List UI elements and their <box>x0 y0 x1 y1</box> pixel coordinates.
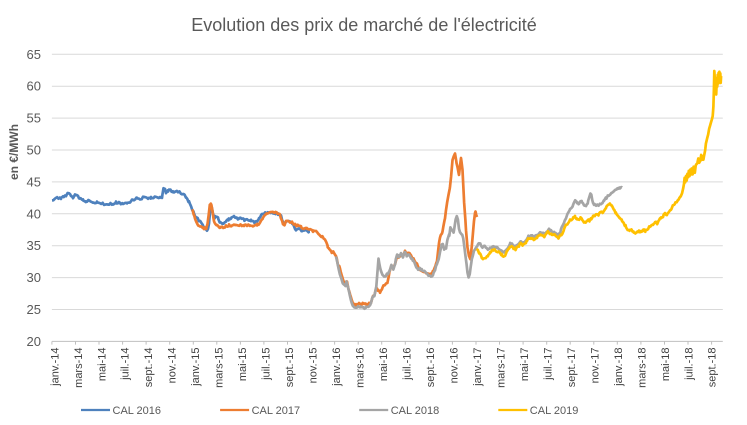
svg-text:40: 40 <box>27 206 41 221</box>
svg-text:CAL 2016: CAL 2016 <box>113 405 162 417</box>
svg-text:Evolution des prix de marché d: Evolution des prix de marché de l'électr… <box>191 15 537 35</box>
svg-text:65: 65 <box>27 47 41 62</box>
svg-text:nov.-17: nov.-17 <box>589 348 601 384</box>
svg-text:mai-17: mai-17 <box>519 348 531 382</box>
svg-text:CAL 2017: CAL 2017 <box>252 405 301 417</box>
svg-text:mai-14: mai-14 <box>96 348 108 382</box>
svg-text:20: 20 <box>27 334 41 349</box>
svg-text:janv.-17: janv.-17 <box>472 348 484 387</box>
svg-text:mars-15: mars-15 <box>214 348 226 388</box>
svg-text:en €/MWh: en €/MWh <box>7 124 21 180</box>
svg-text:CAL 2018: CAL 2018 <box>391 405 440 417</box>
svg-text:nov.-14: nov.-14 <box>167 348 179 384</box>
svg-text:juil.-15: juil.-15 <box>261 348 273 381</box>
svg-text:juil.-18: juil.-18 <box>683 348 695 381</box>
svg-text:mai-15: mai-15 <box>237 348 249 382</box>
svg-text:25: 25 <box>27 302 41 317</box>
svg-text:juil.-17: juil.-17 <box>542 348 554 381</box>
svg-text:mars-17: mars-17 <box>495 348 507 388</box>
svg-text:sept.-18: sept.-18 <box>707 348 719 388</box>
svg-text:mars-16: mars-16 <box>355 348 367 388</box>
svg-text:mai-16: mai-16 <box>378 348 390 382</box>
svg-text:55: 55 <box>27 111 41 126</box>
svg-text:45: 45 <box>27 174 41 189</box>
svg-text:janv.-15: janv.-15 <box>190 348 202 387</box>
svg-text:sept.-14: sept.-14 <box>143 348 155 388</box>
svg-text:mars-14: mars-14 <box>73 348 85 388</box>
svg-text:mars-18: mars-18 <box>636 348 648 388</box>
svg-text:janv.-18: janv.-18 <box>613 348 625 387</box>
svg-text:CAL 2019: CAL 2019 <box>530 405 579 417</box>
svg-text:50: 50 <box>27 143 41 158</box>
svg-text:60: 60 <box>27 79 41 94</box>
svg-text:janv.-16: janv.-16 <box>331 348 343 387</box>
svg-text:nov.-15: nov.-15 <box>308 348 320 384</box>
svg-text:juil.-14: juil.-14 <box>120 348 132 381</box>
svg-text:janv.-14: janv.-14 <box>49 348 61 387</box>
svg-text:sept.-16: sept.-16 <box>425 348 437 388</box>
svg-text:nov.-16: nov.-16 <box>449 348 461 384</box>
svg-text:sept.-15: sept.-15 <box>284 348 296 388</box>
svg-text:juil.-16: juil.-16 <box>402 348 414 381</box>
svg-text:35: 35 <box>27 238 41 253</box>
svg-text:sept.-17: sept.-17 <box>566 348 578 388</box>
svg-text:mai-18: mai-18 <box>660 348 672 382</box>
svg-text:30: 30 <box>27 270 41 285</box>
